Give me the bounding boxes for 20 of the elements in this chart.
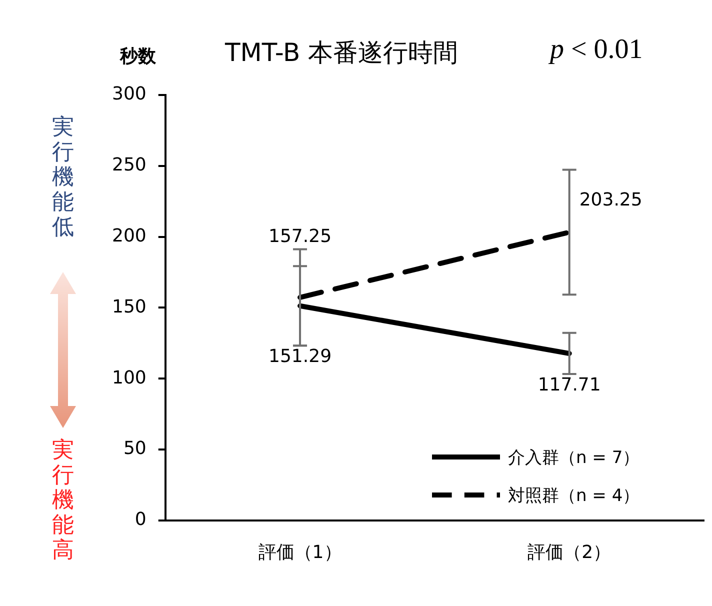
y-tick-label: 150 <box>112 296 146 318</box>
data-label: 157.25 <box>268 226 332 247</box>
text: 実行機能高 <box>51 438 75 563</box>
data-label: 117.71 <box>538 374 601 396</box>
x-tick-label: 評価（1） <box>258 542 342 563</box>
y-tick-label: 100 <box>112 367 146 388</box>
text: p < 0.01 <box>550 34 643 66</box>
chart-title: TMT-B 本番遂行時間 <box>225 37 458 69</box>
y-axis-title: 秒数 <box>120 45 156 68</box>
legend-label: 対照群（n = 4） <box>508 484 640 506</box>
data-label: 203.25 <box>579 190 642 211</box>
y-tick-label: 0 <box>134 509 146 530</box>
data-label: 151.29 <box>268 346 332 368</box>
y-tick-label: 200 <box>112 225 146 246</box>
y-tick-label: 300 <box>112 84 146 105</box>
text: 実行機能低 <box>51 115 75 240</box>
y-tick-label: 50 <box>123 438 146 460</box>
x-tick-label: 評価（2） <box>528 542 612 563</box>
y-tick-label: 250 <box>112 154 146 176</box>
legend-label: 介入群（n = 7） <box>508 446 640 468</box>
